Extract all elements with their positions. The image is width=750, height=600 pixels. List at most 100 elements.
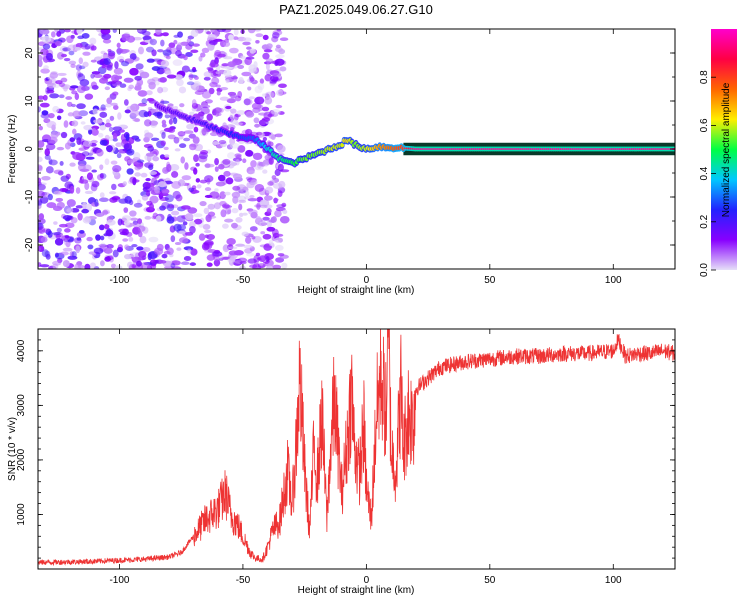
speckle	[52, 205, 63, 212]
speckle	[279, 37, 289, 42]
speckle	[60, 53, 68, 58]
speckle	[55, 252, 65, 260]
speckle	[198, 233, 206, 241]
speckle	[76, 29, 83, 35]
speckle	[41, 35, 52, 43]
speckle	[255, 252, 261, 257]
speckle	[46, 89, 55, 94]
speckle	[60, 77, 68, 83]
speckle	[268, 239, 274, 247]
speckle	[233, 29, 239, 36]
speckle	[203, 76, 211, 81]
speckle	[173, 34, 180, 38]
speckle	[134, 118, 141, 123]
speckle	[72, 110, 81, 118]
speckle	[64, 235, 70, 239]
speckle	[220, 141, 227, 148]
speckle	[269, 79, 278, 84]
speckle	[112, 195, 120, 202]
speckle	[235, 154, 242, 161]
speckle	[257, 82, 265, 90]
speckle	[268, 133, 277, 139]
speckle	[193, 167, 198, 175]
speckle	[165, 70, 172, 75]
speckle	[84, 263, 91, 269]
speckle	[65, 96, 73, 100]
speckle	[133, 152, 141, 160]
speckle	[38, 190, 45, 198]
speckle	[46, 202, 57, 209]
speckle	[179, 143, 187, 149]
speckle	[131, 243, 138, 248]
speckle	[38, 213, 45, 221]
speckle	[141, 98, 148, 104]
speckle	[204, 175, 214, 183]
speckle	[217, 53, 226, 58]
speckle	[248, 96, 255, 100]
speckle	[96, 148, 104, 157]
speckle	[52, 260, 62, 266]
speckle	[255, 39, 260, 44]
speckle	[65, 222, 75, 229]
speckle	[223, 41, 231, 47]
speckle	[214, 166, 219, 172]
snr-x-ticks: -100 -50 0 50 100	[109, 329, 622, 586]
y-tick-label: -10	[24, 189, 35, 204]
speckle	[148, 236, 159, 243]
speckle	[99, 192, 105, 199]
speckle	[216, 29, 227, 33]
colorbar-tick-label: 0.6	[699, 118, 710, 132]
speckle	[157, 49, 164, 53]
speckle	[38, 183, 46, 191]
speckle	[167, 134, 176, 140]
speckle	[38, 247, 41, 251]
speckle	[70, 217, 78, 224]
speckle	[201, 91, 212, 99]
speckle	[146, 200, 153, 206]
speckle	[149, 38, 158, 46]
speckle	[106, 97, 113, 105]
speckle	[67, 112, 74, 117]
speckle	[162, 32, 169, 37]
spectrogram-y-label: Frequency (Hz)	[7, 115, 18, 184]
speckle	[230, 93, 236, 101]
speckle	[75, 42, 83, 49]
speckle	[183, 55, 188, 61]
speckle	[38, 148, 43, 153]
speckle	[121, 49, 130, 53]
speckle	[198, 55, 203, 62]
speckle	[109, 191, 117, 195]
speckle	[106, 244, 114, 249]
speckle	[54, 190, 61, 195]
speckle	[137, 256, 145, 261]
speckle	[171, 210, 180, 216]
speckle	[82, 140, 93, 147]
y-tick-label: 10	[24, 95, 35, 107]
speckle	[232, 173, 243, 180]
speckle	[212, 251, 223, 257]
speckle	[270, 109, 281, 115]
speckle	[261, 106, 270, 112]
speckle	[121, 34, 131, 42]
speckle	[77, 163, 86, 172]
speckle	[185, 213, 194, 221]
speckle	[212, 141, 220, 146]
speckle	[78, 110, 89, 117]
speckle	[104, 223, 110, 230]
speckle	[251, 235, 256, 240]
speckle	[276, 89, 284, 96]
speckle	[242, 41, 251, 46]
speckle	[95, 212, 105, 217]
speckle	[55, 80, 63, 85]
speckle	[87, 244, 94, 250]
speckle	[76, 137, 82, 146]
speckle	[259, 78, 265, 84]
speckle	[263, 195, 273, 201]
speckle	[105, 119, 111, 124]
speckle	[122, 228, 129, 236]
speckle	[138, 102, 147, 107]
speckle	[249, 226, 258, 232]
speckle	[246, 46, 252, 50]
speckle	[140, 262, 150, 269]
